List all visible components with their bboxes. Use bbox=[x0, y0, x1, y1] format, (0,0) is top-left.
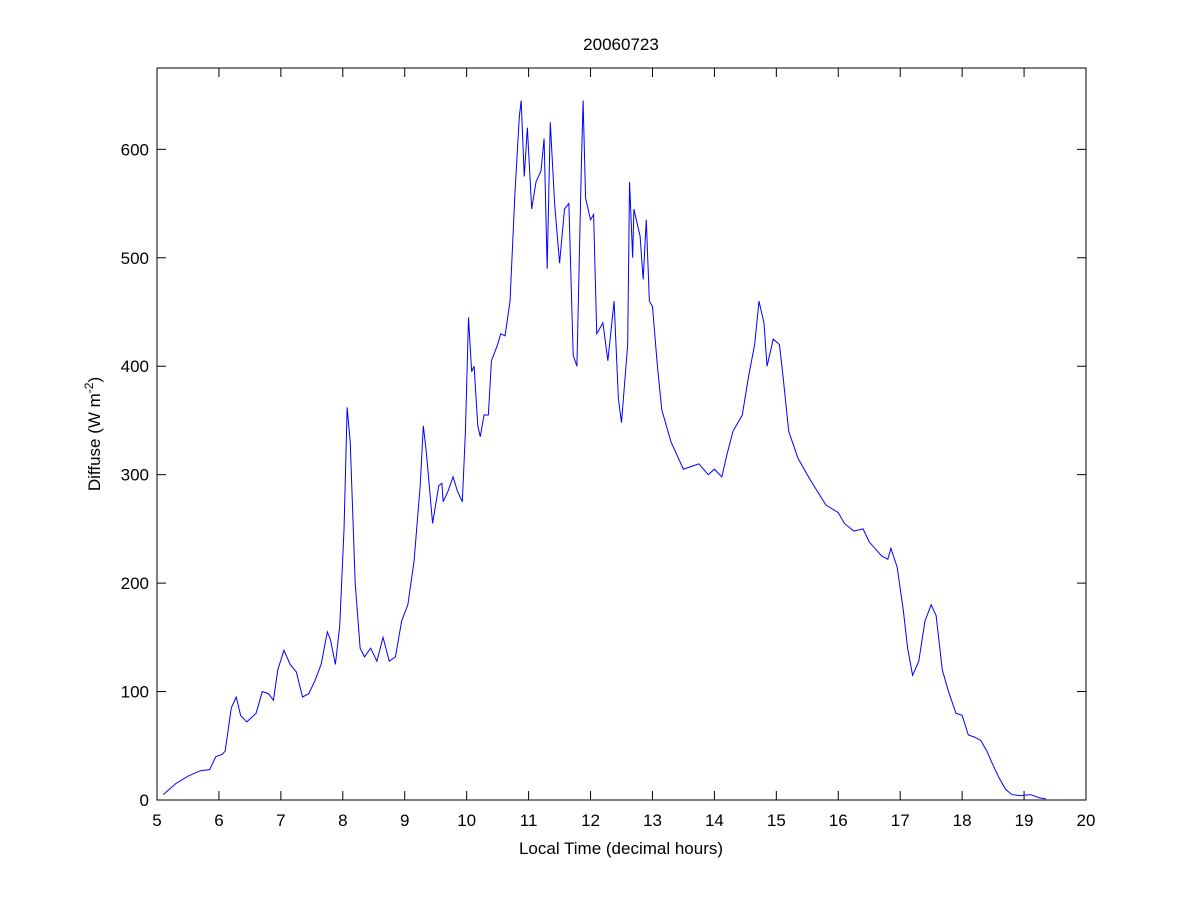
y-axis-label: Diffuse (W m-2) bbox=[82, 377, 104, 491]
y-axis-label-part: ) bbox=[85, 377, 104, 383]
y-tick-label: 600 bbox=[121, 140, 149, 159]
x-tick-label: 17 bbox=[891, 811, 910, 830]
y-tick-label: 200 bbox=[121, 574, 149, 593]
x-tick-label: 9 bbox=[400, 811, 409, 830]
x-tick-label: 20 bbox=[1077, 811, 1096, 830]
y-tick-label: 100 bbox=[121, 683, 149, 702]
plot-frame bbox=[156, 67, 1087, 801]
chart-title: 20060723 bbox=[583, 35, 659, 54]
x-tick-label: 14 bbox=[705, 811, 724, 830]
y-axis-label-sup: -2 bbox=[82, 382, 96, 393]
x-tick-label: 11 bbox=[520, 811, 538, 830]
y-tick-label: 500 bbox=[121, 249, 149, 268]
x-tick-label: 19 bbox=[1015, 811, 1034, 830]
x-axis-label: Local Time (decimal hours) bbox=[519, 839, 723, 858]
x-tick-label: 13 bbox=[643, 811, 662, 830]
x-tick-label: 10 bbox=[457, 811, 476, 830]
x-tick-label: 18 bbox=[953, 811, 972, 830]
x-tick-label: 6 bbox=[214, 811, 223, 830]
x-tick-label: 8 bbox=[338, 811, 347, 830]
x-tick-label: 7 bbox=[276, 811, 285, 830]
y-tick-label: 0 bbox=[140, 791, 149, 810]
y-tick-label: 400 bbox=[121, 357, 149, 376]
y-axis-label-part: Diffuse (W m bbox=[85, 393, 104, 491]
y-tick-label: 300 bbox=[121, 466, 149, 485]
x-tick-label: 12 bbox=[581, 811, 600, 830]
x-tick-label: 15 bbox=[767, 811, 786, 830]
x-tick-label: 5 bbox=[152, 811, 161, 830]
data-line bbox=[162, 100, 1046, 800]
x-tick-label: 16 bbox=[829, 811, 848, 830]
